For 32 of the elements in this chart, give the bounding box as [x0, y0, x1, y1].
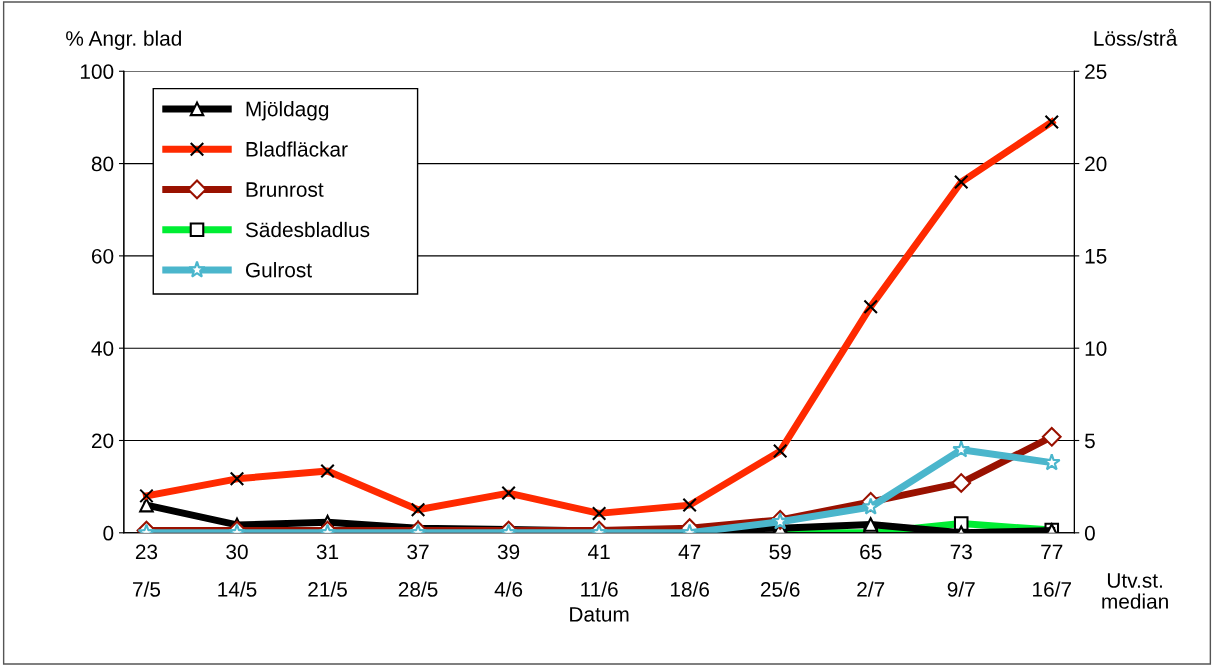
y2-axis-title: Löss/strå — [1094, 28, 1178, 46]
x-tick-label: 47 18/6 — [670, 544, 709, 597]
legend-label: Gulrost — [245, 262, 312, 278]
x-tick-label: 31 21/5 — [308, 544, 347, 597]
legend-label: Mjöldagg — [246, 101, 329, 121]
x-tick-label: 23 7/5 — [133, 544, 161, 597]
y2-tick-label: 5 — [1084, 433, 1095, 449]
y-tick-label: 40 — [91, 341, 114, 356]
y-tick-label: 100 — [80, 64, 114, 80]
y2-tick-label: 20 — [1085, 156, 1107, 172]
y2-tick-label: 0 — [1084, 525, 1095, 541]
y-tick-label: 20 — [91, 433, 114, 449]
x-tick-label: 37 28/5 — [398, 544, 438, 597]
legend-label: Brunrost — [246, 182, 324, 197]
x-axis-title: Datum — [570, 607, 629, 622]
y2-tick-label: 25 — [1085, 64, 1107, 80]
y-tick-label: 0 — [103, 525, 114, 541]
legend-label: Bladfläckar — [246, 141, 348, 157]
x-tick-label: 59 25/6 — [760, 544, 800, 597]
x-tick-label: 30 14/5 — [218, 544, 257, 597]
y-axis-title: % Angr. blad — [66, 30, 181, 50]
x-tick-label: 77 16/7 — [1033, 544, 1071, 597]
y2-tick-label: 10 — [1085, 341, 1107, 356]
x-tick-label: 39 4/6 — [494, 544, 523, 597]
y-tick-label: 60 — [91, 248, 114, 264]
y2-tick-label: 15 — [1085, 249, 1107, 264]
text: Utv.st. median — [1102, 573, 1168, 609]
y-tick-label: 80 — [91, 156, 114, 172]
x-tick-label: 65 2/7 — [857, 544, 885, 597]
x-tick-label: 73 9/7 — [947, 544, 975, 597]
legend-label: Sädesbladlus — [245, 221, 370, 238]
x-tick-label: 41 11/6 — [581, 544, 618, 597]
